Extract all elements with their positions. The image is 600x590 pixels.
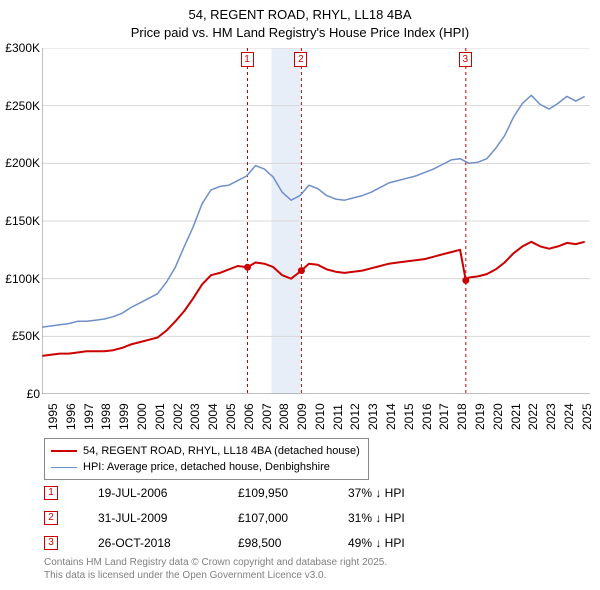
- xtick-label: 1999: [117, 403, 131, 430]
- xtick-label: 2013: [366, 403, 380, 430]
- ytick-label: £300K: [0, 41, 40, 55]
- xtick-label: 2008: [277, 403, 291, 430]
- xtick-label: 2015: [402, 403, 416, 430]
- xtick-label: 2005: [224, 403, 238, 430]
- xtick-label: 1998: [99, 403, 113, 430]
- sales-price: £107,000: [238, 511, 348, 525]
- xtick-label: 2021: [509, 403, 523, 430]
- xtick-label: 2006: [242, 403, 256, 430]
- sales-date: 31-JUL-2009: [98, 511, 238, 525]
- xtick-label: 2020: [491, 403, 505, 430]
- xtick-label: 2025: [580, 403, 594, 430]
- title-line1: 54, REGENT ROAD, RHYL, LL18 4BA: [0, 6, 600, 24]
- xtick-label: 2010: [313, 403, 327, 430]
- footer: Contains HM Land Registry data © Crown c…: [44, 557, 387, 582]
- ytick-label: £200K: [0, 156, 40, 170]
- xtick-label: 2023: [544, 403, 558, 430]
- sales-price: £98,500: [238, 536, 348, 550]
- xtick-label: 2022: [526, 403, 540, 430]
- xaxis-ticks: 1995 1996 19971998 1999 2000 2001 20022003 2004…: [42, 396, 590, 440]
- chart-container: 54, REGENT ROAD, RHYL, LL18 4BA Price pa…: [0, 0, 600, 590]
- xtick-label: 2000: [135, 403, 149, 430]
- legend-row: 54, REGENT ROAD, RHYL, LL18 4BA (detache…: [51, 443, 360, 459]
- xtick-label: 2019: [473, 403, 487, 430]
- sale-marker-label: 3: [459, 52, 472, 67]
- xtick-label: 2009: [295, 403, 309, 430]
- sales-row: 3 26-OCT-2018£98,50049% ↓ HPI: [44, 530, 468, 555]
- xtick-label: 2016: [420, 403, 434, 430]
- xtick-label: 2007: [260, 403, 274, 430]
- ytick-label: £150K: [0, 214, 40, 228]
- xtick-label: 1995: [46, 403, 60, 430]
- xtick-label: 2003: [188, 403, 202, 430]
- sales-diff: 49% ↓ HPI: [348, 536, 468, 550]
- legend-row: HPI: Average price, detached house, Denb…: [51, 459, 360, 475]
- sales-date: 26-OCT-2018: [98, 536, 238, 550]
- footer-line1: Contains HM Land Registry data © Crown c…: [44, 557, 387, 570]
- chart-svg: [42, 48, 590, 394]
- title-block: 54, REGENT ROAD, RHYL, LL18 4BA Price pa…: [0, 0, 600, 41]
- ytick-label: £0: [0, 387, 40, 401]
- xtick-label: 2012: [348, 403, 362, 430]
- footer-line2: This data is licensed under the Open Gov…: [44, 570, 387, 583]
- xtick-label: 2004: [206, 403, 220, 430]
- xtick-label: 1997: [82, 403, 96, 430]
- ytick-label: £100K: [0, 272, 40, 286]
- chart-area: [42, 48, 590, 394]
- xtick-label: 2014: [384, 403, 398, 430]
- sales-price: £109,950: [238, 486, 348, 500]
- legend-label: 54, REGENT ROAD, RHYL, LL18 4BA (detache…: [83, 445, 360, 457]
- ytick-label: £50K: [0, 329, 40, 343]
- legend-swatch: [51, 467, 77, 468]
- xtick-label: 2024: [562, 403, 576, 430]
- sales-table: 1 19-JUL-2006£109,95037% ↓ HPI 2 31-JUL-200…: [44, 480, 468, 555]
- legend-label: HPI: Average price, detached house, Denb…: [83, 461, 330, 473]
- xtick-label: 2017: [437, 403, 451, 430]
- sales-marker-box: 1: [44, 486, 58, 500]
- xtick-label: 2001: [153, 403, 167, 430]
- sales-row: 1 19-JUL-2006£109,95037% ↓ HPI: [44, 480, 468, 505]
- sales-row: 2 31-JUL-2009£107,00031% ↓ HPI: [44, 505, 468, 530]
- xtick-label: 2002: [171, 403, 185, 430]
- xtick-label: 1996: [64, 403, 78, 430]
- legend-swatch: [51, 450, 77, 452]
- sales-marker-box: 2: [44, 511, 58, 525]
- sales-date: 19-JUL-2006: [98, 486, 238, 500]
- title-line2: Price paid vs. HM Land Registry's House …: [0, 24, 600, 42]
- ytick-label: £250K: [0, 99, 40, 113]
- xtick-label: 2018: [455, 403, 469, 430]
- sale-marker-label: 1: [241, 52, 254, 67]
- legend: 54, REGENT ROAD, RHYL, LL18 4BA (detache…: [44, 438, 369, 480]
- xtick-label: 2011: [331, 404, 345, 430]
- sale-marker-label: 2: [294, 52, 307, 67]
- sales-marker-box: 3: [44, 536, 58, 550]
- sales-diff: 31% ↓ HPI: [348, 511, 468, 525]
- sales-diff: 37% ↓ HPI: [348, 486, 468, 500]
